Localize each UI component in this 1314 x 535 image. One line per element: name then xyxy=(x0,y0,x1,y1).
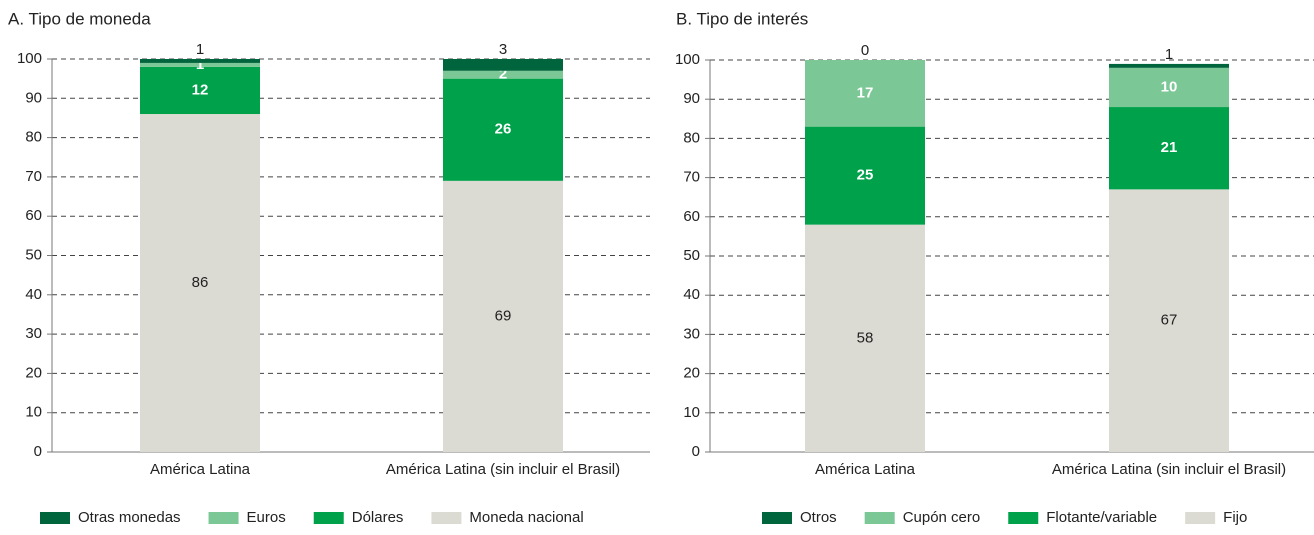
value-label: 25 xyxy=(857,167,874,184)
legend-label: Dólares xyxy=(352,509,404,526)
y-tick-label: 50 xyxy=(25,246,42,263)
y-tick-label: 60 xyxy=(683,208,700,225)
x-tick-label: América Latina xyxy=(815,461,916,478)
y-tick-label: 70 xyxy=(25,168,42,185)
legend-swatch xyxy=(1185,512,1216,524)
legend-swatch xyxy=(431,512,462,524)
legend-label: Euros xyxy=(247,509,286,526)
y-tick-label: 40 xyxy=(683,286,700,303)
value-label: 3 xyxy=(499,41,507,58)
bar-segment xyxy=(805,224,925,452)
value-label: 12 xyxy=(192,81,209,98)
chart-title: B. Tipo de interés xyxy=(676,9,808,28)
y-tick-label: 50 xyxy=(683,247,700,264)
bar-segment xyxy=(805,60,925,127)
x-tick-label: América Latina xyxy=(150,461,251,478)
y-tick-label: 30 xyxy=(25,325,42,342)
y-tick-label: 70 xyxy=(683,169,700,186)
y-tick-label: 90 xyxy=(683,90,700,107)
value-label: 1 xyxy=(196,56,204,73)
legend-swatch xyxy=(208,512,239,524)
bar-segment xyxy=(140,62,260,67)
value-label: 1 xyxy=(196,41,204,58)
value-label: 0 xyxy=(861,42,869,59)
value-label: 10 xyxy=(1161,78,1178,95)
y-tick-label: 30 xyxy=(683,325,700,342)
legend-swatch xyxy=(864,512,895,524)
bar-segment xyxy=(140,66,260,115)
x-tick-label: América Latina (sin incluir el Brasil) xyxy=(1052,461,1286,478)
value-label: 58 xyxy=(857,329,874,346)
bar-segment xyxy=(443,59,563,71)
y-tick-label: 60 xyxy=(25,207,42,224)
value-label: 26 xyxy=(495,121,512,138)
bar-segment xyxy=(1109,67,1229,108)
y-tick-label: 0 xyxy=(692,443,700,460)
y-tick-label: 40 xyxy=(25,286,42,303)
y-tick-label: 10 xyxy=(25,404,42,421)
bar-segment xyxy=(1109,189,1229,453)
bar-segment xyxy=(1109,107,1229,190)
y-tick-label: 100 xyxy=(675,51,700,68)
bar-segment xyxy=(805,126,925,225)
panel: B. Tipo de interés0102030405060708090100… xyxy=(675,9,1314,526)
y-tick-label: 80 xyxy=(25,129,42,146)
y-tick-label: 80 xyxy=(683,129,700,146)
legend-label: Otras monedas xyxy=(78,509,181,526)
legend-swatch xyxy=(762,512,792,524)
y-tick-label: 20 xyxy=(683,365,700,382)
panel: A. Tipo de moneda 0 10 20 30 40 50 60 70 80 90 100 A… xyxy=(8,9,650,526)
value-label: 17 xyxy=(857,84,874,101)
y-tick-label: 20 xyxy=(25,364,42,381)
legend-swatch xyxy=(40,512,70,524)
y-tick-label: 0 xyxy=(34,443,42,460)
bar-segment xyxy=(1109,63,1229,68)
legend-label: Flotante/variable xyxy=(1046,509,1157,526)
value-label: 69 xyxy=(495,307,512,324)
legend-label: Moneda nacional xyxy=(469,509,583,526)
value-label: 1 xyxy=(1165,46,1173,63)
legend-label: Fijo xyxy=(1223,509,1247,526)
bar-segment xyxy=(443,180,563,452)
y-tick-label: 100 xyxy=(17,50,42,67)
y-tick-label: 10 xyxy=(683,404,700,421)
x-tick-label: América Latina (sin incluir el Brasil) xyxy=(386,461,620,478)
value-label: 86 xyxy=(192,274,209,291)
legend-swatch xyxy=(1008,512,1039,524)
chart-title: A. Tipo de moneda xyxy=(8,9,151,28)
legend-swatch xyxy=(313,512,344,524)
y-tick-label: 90 xyxy=(25,89,42,106)
bar-segment xyxy=(140,114,260,453)
bar-segment xyxy=(140,59,260,63)
value-label: 67 xyxy=(1161,312,1178,329)
value-label: 21 xyxy=(1161,139,1178,156)
legend-label: Otros xyxy=(800,509,837,526)
legend-label: Cupón cero xyxy=(903,509,981,526)
value-label: 2 xyxy=(499,66,507,83)
bar-segment xyxy=(443,78,563,181)
bar-segment xyxy=(443,70,563,79)
